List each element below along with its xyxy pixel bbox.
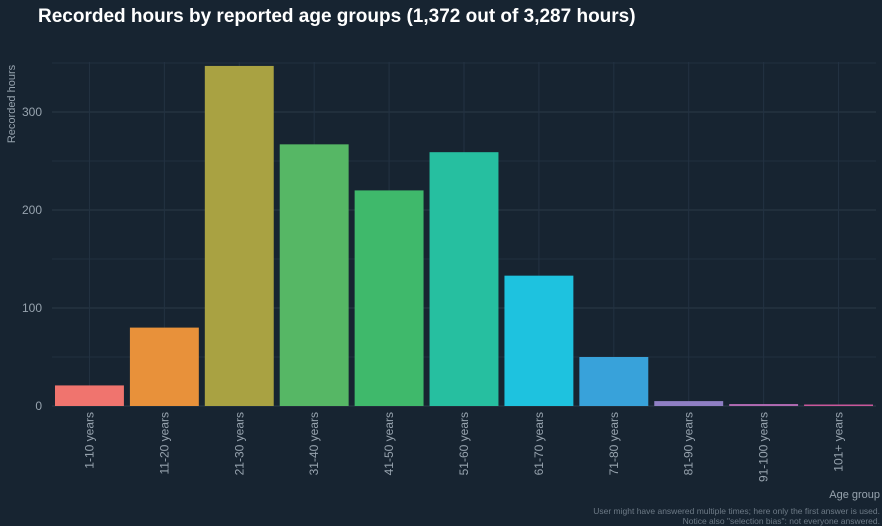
bars: [54, 65, 874, 406]
x-tick-label: 11-20 years: [157, 412, 171, 474]
x-tick-labels: 1-10 years 11-20 years 21-30 years 31-40 ye…: [82, 412, 845, 482]
x-tick-label: 51-60 years: [457, 412, 471, 475]
caption-line-2: Notice also "selection bias": not everyo…: [683, 516, 880, 526]
bar-61-70-years: [504, 275, 574, 406]
y-axis-title: Recorded hours: [6, 64, 18, 143]
x-tick-label: 1-10 years: [82, 412, 96, 469]
x-tick-label: 91-100 years: [757, 412, 771, 482]
bar-81-90-years: [654, 401, 724, 406]
y-tick-label: 200: [22, 203, 42, 217]
y-tick-label: 300: [22, 105, 42, 119]
bar-31-40-years: [279, 144, 349, 406]
bar-41-50-years: [354, 190, 424, 406]
x-tick-label: 61-70 years: [532, 412, 546, 475]
bar-101-years: [804, 404, 874, 406]
y-tick-label: 0: [35, 399, 42, 413]
bar-11-20-years: [129, 327, 199, 406]
x-tick-label: 81-90 years: [682, 412, 696, 475]
bar-51-60-years: [429, 152, 499, 406]
y-tick-label: 100: [22, 301, 42, 315]
x-tick-label: 31-40 years: [307, 412, 321, 475]
chart-title: Recorded hours by reported age groups (1…: [38, 6, 636, 27]
bar-21-30-years: [204, 65, 274, 406]
x-tick-label: 21-30 years: [232, 412, 246, 475]
x-tick-label: 41-50 years: [382, 412, 396, 475]
x-axis-title: Age group: [829, 489, 880, 501]
bar-71-80-years: [579, 357, 649, 406]
bar-91-100-years: [729, 404, 799, 406]
caption-line-1: User might have answered multiple times;…: [593, 506, 880, 516]
x-tick-label: 71-80 years: [607, 412, 621, 475]
y-tick-labels: 0 100 200 300: [22, 105, 42, 413]
bar-1-10-years: [54, 385, 124, 406]
x-tick-label: 101+ years: [832, 412, 846, 472]
